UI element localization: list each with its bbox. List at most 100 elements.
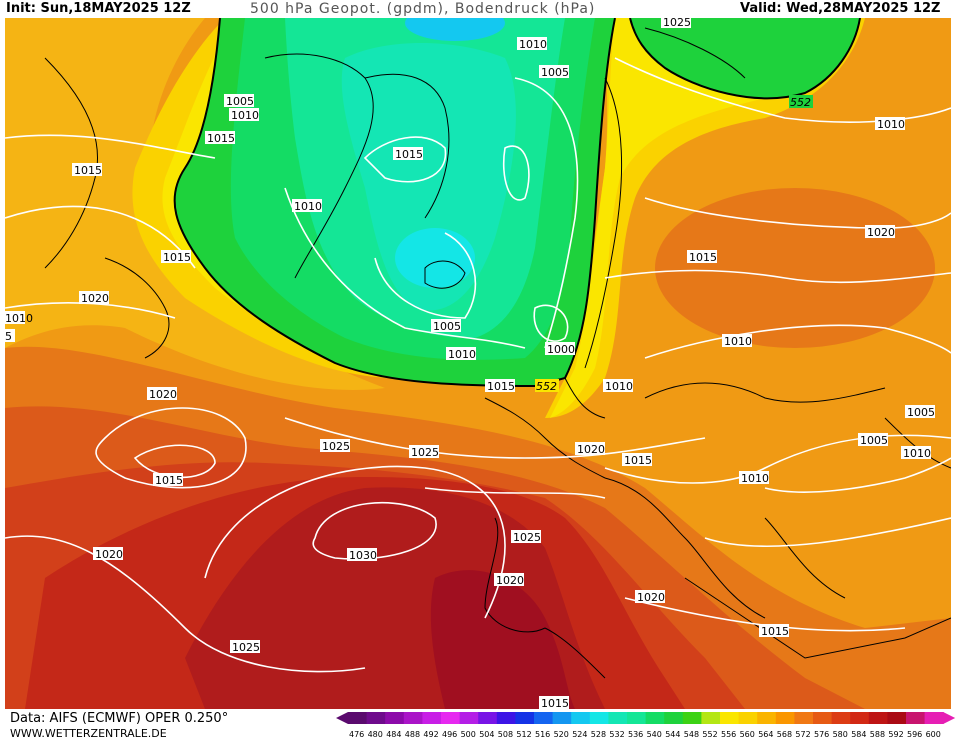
isobar-label: 1010 xyxy=(605,380,633,393)
scale-tick-label: 520 xyxy=(554,730,569,739)
scale-swatch xyxy=(422,712,442,724)
scale-swatch xyxy=(738,712,758,724)
isobar-label: 1010 xyxy=(5,312,33,325)
isobar-label: 1015 xyxy=(624,454,652,467)
scale-swatch xyxy=(720,712,740,724)
scale-swatch xyxy=(589,712,609,724)
scale-swatch xyxy=(924,712,944,724)
scale-tick-label: 496 xyxy=(442,730,457,739)
isobar-label: 1030 xyxy=(349,549,377,562)
isobar-label: 1015 xyxy=(761,625,789,638)
scale-tick-label: 572 xyxy=(795,730,810,739)
isobar-label: 1000 xyxy=(547,343,575,356)
geopot-labels: 552 552 xyxy=(535,95,813,393)
isobar-label: 1025 xyxy=(411,446,439,459)
scale-tick-label: 524 xyxy=(572,730,587,739)
scale-right-arrow xyxy=(943,712,956,724)
isobar-label: 1005 xyxy=(860,434,888,447)
scale-swatch xyxy=(534,712,554,724)
scale-tick-label: 504 xyxy=(479,730,494,739)
scale-swatch xyxy=(571,712,591,724)
scale-swatch xyxy=(496,712,516,724)
isobar-label: 1015 xyxy=(207,132,235,145)
isobar-label: 1020 xyxy=(496,574,524,587)
scale-tick-label: 576 xyxy=(814,730,829,739)
scale-swatch xyxy=(459,712,479,724)
scale-tick-label: 556 xyxy=(721,730,736,739)
scale-tick-label: 532 xyxy=(609,730,624,739)
scale-tick-label: 512 xyxy=(516,730,531,739)
valid-time: Valid: Wed,28MAY2025 12Z xyxy=(740,1,941,16)
coastlines xyxy=(44,27,951,679)
isobar-label: 1020 xyxy=(867,226,895,239)
scale-tick-label: 528 xyxy=(591,730,606,739)
isobar-label: 1005 xyxy=(226,95,254,108)
isobar-label: 1010 xyxy=(724,335,752,348)
isobar-label: 1010 xyxy=(877,118,905,131)
scale-tick-label: 564 xyxy=(758,730,773,739)
scale-swatch xyxy=(887,712,907,724)
data-source: Data: AIFS (ECMWF) OPER 0.250° xyxy=(10,711,229,726)
isobar-label: 1015 xyxy=(155,474,183,487)
trough-532-north xyxy=(405,18,505,41)
scale-tick-label: 548 xyxy=(684,730,699,739)
isobar-label: 1025 xyxy=(513,531,541,544)
scale-tick-label: 592 xyxy=(888,730,903,739)
scale-tick-label: 500 xyxy=(461,730,476,739)
scale-tick-label: 536 xyxy=(628,730,643,739)
isobar-label: 1015 xyxy=(689,251,717,264)
contour-552-ne xyxy=(629,18,861,100)
isobar-label: 1010 xyxy=(448,348,476,361)
isobar-label: 1020 xyxy=(81,292,109,305)
isobar-label: 1025 xyxy=(663,18,691,29)
isobar-label: 1010 xyxy=(903,447,931,460)
scale-tick-label: 552 xyxy=(702,730,717,739)
isobar-label: 1015 xyxy=(487,380,515,393)
scale-tick-label: 480 xyxy=(368,730,383,739)
isobar-label: 1020 xyxy=(637,591,665,604)
scale-swatch xyxy=(366,712,386,724)
isobar-label: 1015 xyxy=(74,164,102,177)
isobar-label: 1025 xyxy=(232,641,260,654)
isobar-label: 1015 xyxy=(541,697,569,709)
scale-tick-label: 560 xyxy=(740,730,755,739)
band-556-east xyxy=(550,18,855,418)
isobar-label: 1005 xyxy=(433,320,461,333)
scale-swatch xyxy=(552,712,572,724)
trough-536 xyxy=(395,228,475,288)
scale-swatch xyxy=(627,712,647,724)
isobar-label: 1020 xyxy=(149,388,177,401)
scale-swatch xyxy=(757,712,777,724)
scale-swatch xyxy=(645,712,665,724)
scale-swatch xyxy=(478,712,498,724)
ne-green-552 xyxy=(630,18,860,99)
scale-swatch xyxy=(868,712,888,724)
header-bar: Init: Sun,18MAY2025 12Z 500 hPa Geopot. … xyxy=(0,0,959,18)
band-592-south xyxy=(430,570,575,709)
scale-swatch xyxy=(682,712,702,724)
scale-tick-label: 488 xyxy=(405,730,420,739)
trough-540 xyxy=(341,43,516,311)
scale-tick-label: 568 xyxy=(777,730,792,739)
geopot-label: 552 xyxy=(536,380,557,393)
scale-tick-label: 596 xyxy=(907,730,922,739)
init-time: Init: Sun,18MAY2025 12Z xyxy=(6,1,191,16)
isobar-label: 5 xyxy=(5,330,12,343)
scale-swatch xyxy=(608,712,628,724)
scale-swatch xyxy=(831,712,851,724)
color-scale: 476 480 484 488 492 496 500 504 508 512 516 520 524 5… xyxy=(336,712,956,739)
isobar-label: 1020 xyxy=(95,548,123,561)
contour-552 xyxy=(173,18,616,388)
website-url: WWW.WETTERZENTRALE.DE xyxy=(10,727,167,740)
isobar-label: 1020 xyxy=(577,443,605,456)
isobar-label: 1010 xyxy=(294,200,322,213)
isobar-label: 1010 xyxy=(741,472,769,485)
scale-swatch xyxy=(348,712,368,724)
scale-tick-label: 584 xyxy=(851,730,866,739)
scale-tick-label: 580 xyxy=(833,730,848,739)
isobar-label: 1015 xyxy=(163,251,191,264)
isobar-label: 1010 xyxy=(231,109,259,122)
scale-tick-label: 600 xyxy=(926,730,941,739)
isobar-label: 1005 xyxy=(907,406,935,419)
isobar-label: 1025 xyxy=(322,440,350,453)
